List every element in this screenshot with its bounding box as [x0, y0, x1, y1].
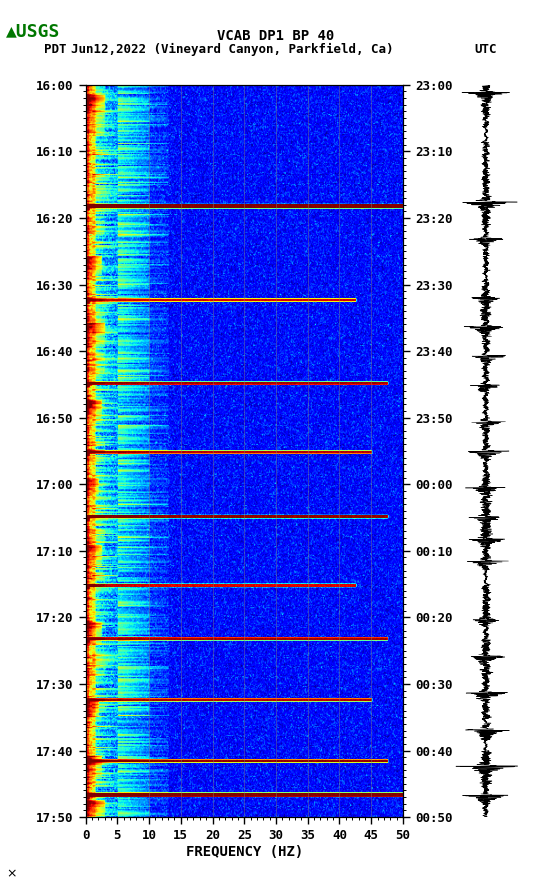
Text: Jun12,2022 (Vineyard Canyon, Parkfield, Ca): Jun12,2022 (Vineyard Canyon, Parkfield, … — [71, 43, 393, 56]
X-axis label: FREQUENCY (HZ): FREQUENCY (HZ) — [185, 845, 303, 859]
Text: VCAB DP1 BP 40: VCAB DP1 BP 40 — [217, 29, 335, 43]
Text: PDT: PDT — [44, 43, 67, 56]
Text: $\times$: $\times$ — [6, 867, 17, 880]
Text: UTC: UTC — [475, 43, 497, 56]
Text: ▲USGS: ▲USGS — [6, 22, 60, 40]
